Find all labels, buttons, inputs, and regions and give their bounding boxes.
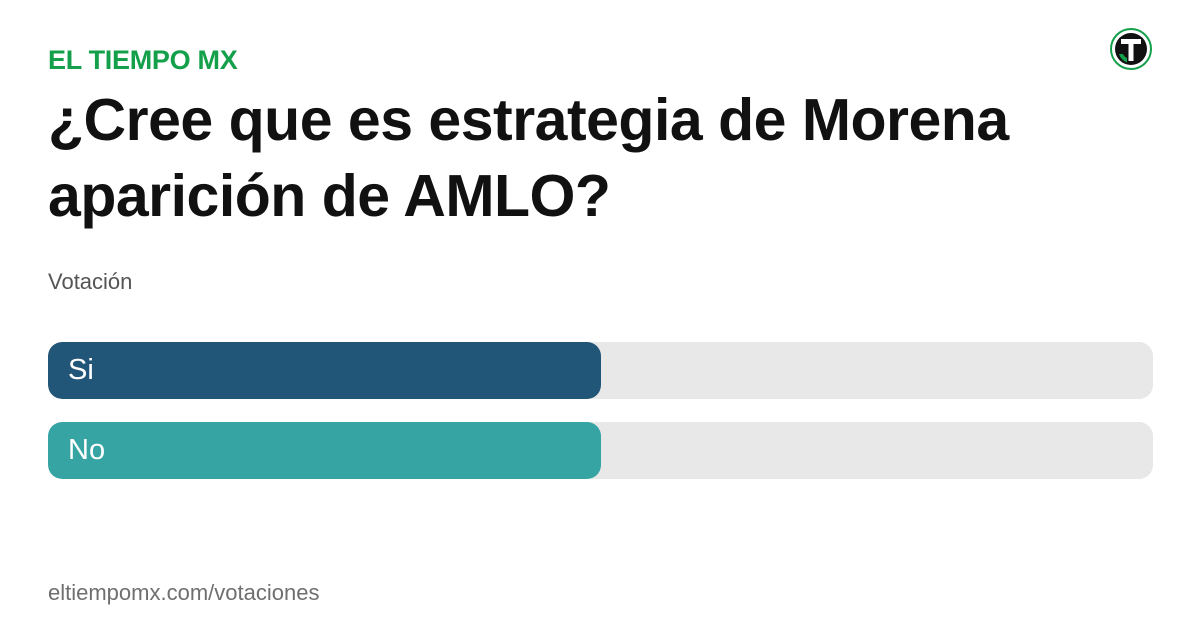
- poll-option-no[interactable]: No: [48, 422, 1153, 479]
- logo-accent: [1119, 54, 1127, 63]
- footer-url[interactable]: eltiempomx.com/votaciones: [48, 580, 320, 605]
- poll-subtitle: Votación: [48, 269, 133, 294]
- poll-question: ¿Cree que es estrategia de Morena aparic…: [48, 87, 1009, 229]
- poll-option-no-fill: [48, 422, 601, 479]
- poll-option-si-fill: [48, 342, 601, 399]
- poll-option-no-label: No: [68, 434, 106, 466]
- poll-option-si[interactable]: Si: [48, 342, 1153, 399]
- logo-letter-stem: [1128, 39, 1134, 61]
- poll-options: Si No: [48, 342, 1153, 502]
- brand-name: EL TIEMPO MX: [48, 45, 238, 75]
- el-tiempo-logo-icon: [1110, 28, 1152, 70]
- poll-option-si-label: Si: [68, 354, 94, 386]
